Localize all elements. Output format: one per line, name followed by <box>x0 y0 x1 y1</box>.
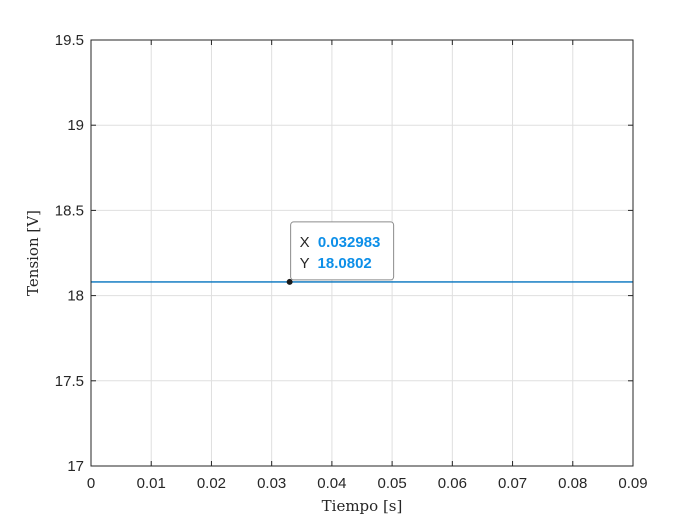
x-tick-label: 0.09 <box>618 475 647 492</box>
x-tick-label: 0 <box>87 475 95 492</box>
tick-labels: 0 0.01 0.02 0.03 0.04 0.05 0.06 0.07 0.08 0.09 17 1… <box>55 32 648 492</box>
x-axis-label: Tiempo [s] <box>322 497 403 515</box>
ticks <box>90 39 634 467</box>
datatip-marker[interactable] <box>286 278 293 285</box>
datatip-y-value: 18.0802 <box>318 255 372 272</box>
x-tick-label: 0.02 <box>197 475 226 492</box>
datatip-x-key: X <box>300 234 310 251</box>
y-tick-label: 19.5 <box>55 32 84 49</box>
datatip-box[interactable] <box>290 221 395 281</box>
y-tick-label: 17.5 <box>55 373 84 390</box>
datatip-x-value: 0.032983 <box>318 234 381 251</box>
y-tick-label: 19 <box>67 117 84 134</box>
y-tick-label: 18.5 <box>55 202 84 219</box>
x-tick-label: 0.01 <box>137 475 166 492</box>
datatip-y-key: Y <box>300 255 310 272</box>
x-tick-label: 0.07 <box>498 475 527 492</box>
svg-text:X 0.032983: X 0.032983 <box>300 234 381 251</box>
x-tick-label: 0.06 <box>438 475 467 492</box>
datatip[interactable]: X 0.032983 Y 18.0802 <box>286 221 395 285</box>
y-tick-label: 18 <box>67 288 84 305</box>
x-tick-label: 0.05 <box>378 475 407 492</box>
x-tick-label: 0.04 <box>317 475 346 492</box>
axes-box <box>90 39 634 467</box>
x-tick-label: 0.03 <box>257 475 286 492</box>
svg-text:Y 18.0802: Y 18.0802 <box>300 255 372 272</box>
x-tick-label: 0.08 <box>558 475 587 492</box>
y-tick-label: 17 <box>67 458 84 475</box>
y-axis-label: Tension [V] <box>24 210 42 296</box>
